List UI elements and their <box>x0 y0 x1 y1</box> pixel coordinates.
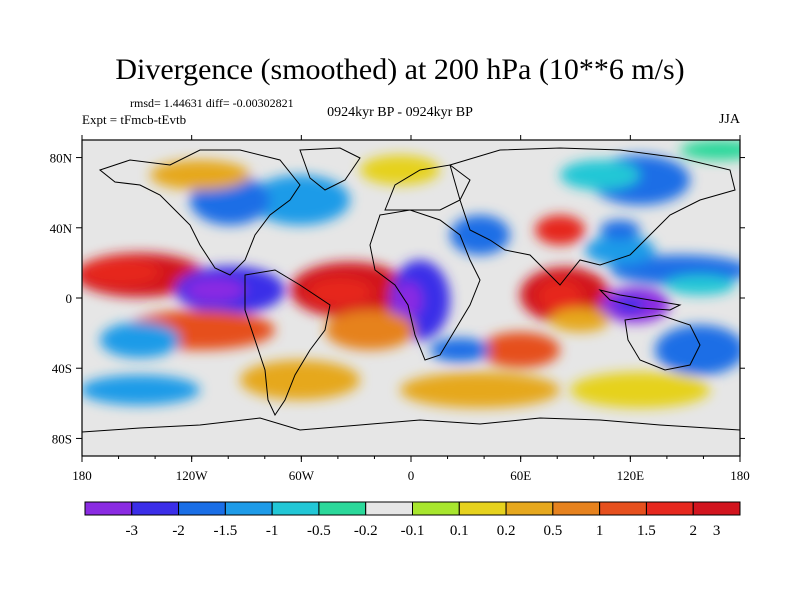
field-blob <box>680 140 740 160</box>
colorbar-label: -2 <box>172 523 185 539</box>
season-label: JJA <box>718 112 740 127</box>
field-blobs <box>82 140 740 408</box>
colorbar-box <box>271 501 320 516</box>
colorbar-box <box>458 501 507 516</box>
y-axis: 80N 40N 0 40S 80S <box>50 151 745 446</box>
period-label: 0924kyr BP - 0924kyr BP <box>327 105 473 120</box>
x-axis: 180 120W 60W 0 60E 120E 180 <box>72 135 750 483</box>
field-blob <box>250 175 350 225</box>
coastline-europe <box>384 164 471 211</box>
colorbar-box <box>84 501 133 516</box>
coastline-north-america <box>98 149 301 276</box>
y-tick-label: 40N <box>50 221 73 236</box>
field-blob <box>185 278 245 302</box>
field-blob <box>535 215 585 245</box>
field-blob <box>655 325 740 375</box>
field-blob <box>538 280 582 312</box>
colorbar-label: -0.1 <box>401 523 425 539</box>
field-blob <box>550 308 610 332</box>
x-tick-label: 180 <box>730 468 750 483</box>
experiment-label: Expt = tFmcb-tEvtb <box>82 112 187 127</box>
colorbar-label: 1 <box>596 523 604 539</box>
colorbar-label: -1.5 <box>213 523 237 539</box>
colorbar-box <box>412 501 460 516</box>
colorbar-label: 0.5 <box>543 523 562 539</box>
x-tick-label: 120E <box>617 468 645 483</box>
x-tick-label: 0 <box>408 468 415 483</box>
map-field <box>82 140 740 456</box>
colorbar-box <box>131 501 180 516</box>
figure-title: Divergence (smoothed) at 200 hPa (10**6 … <box>115 53 685 86</box>
field-blob <box>100 322 180 358</box>
coastline-south-america <box>244 269 331 417</box>
coastline-antarctica <box>82 417 740 433</box>
y-tick-label: 0 <box>66 291 73 306</box>
field-blob <box>394 282 422 318</box>
colorbar-box <box>692 501 741 516</box>
x-tick-label: 60W <box>289 468 315 483</box>
colorbar-label: -3 <box>126 523 139 539</box>
field-blob <box>665 275 735 295</box>
y-tick-label: 80S <box>52 431 72 446</box>
field-blob <box>585 235 655 265</box>
coastline-asia <box>449 147 736 286</box>
colorbar-box <box>645 501 694 516</box>
coastline-africa <box>369 209 481 361</box>
field-blob <box>82 375 200 405</box>
coastline-australia <box>624 314 701 371</box>
colorbar: -3 -2 -1.5 -1 -0.5 -0.2 -0.1 0.1 0.2 0.5 1 1.5 2 3 <box>84 501 741 539</box>
x-tick-label: 120W <box>176 468 209 483</box>
field-blob <box>430 338 490 362</box>
colorbar-box <box>365 501 414 516</box>
field-blob <box>400 372 560 408</box>
field-blob <box>600 220 640 240</box>
y-tick-label: 40S <box>52 361 72 376</box>
colorbar-box <box>318 501 367 516</box>
coastlines <box>82 147 740 433</box>
colorbar-label: 1.5 <box>637 523 656 539</box>
stats-line: rmsd= 1.44631 diff= -0.00302821 <box>130 96 294 110</box>
colorbar-label: 0.2 <box>497 523 516 539</box>
x-tick-label: 180 <box>72 468 92 483</box>
y-tick-label: 80N <box>50 151 73 166</box>
colorbar-label: -0.2 <box>354 523 378 539</box>
field-blob <box>308 278 372 306</box>
field-blob <box>570 372 710 408</box>
colorbar-box <box>224 501 273 516</box>
field-blob <box>325 310 415 350</box>
field-blob <box>150 160 250 190</box>
x-tick-label: 60E <box>510 468 531 483</box>
colorbar-box <box>505 501 554 516</box>
colorbar-label: 3 <box>713 523 721 539</box>
field-blob <box>480 332 560 368</box>
colorbar-label: -1 <box>266 523 279 539</box>
colorbar-label: 2 <box>689 523 697 539</box>
field-blob <box>240 360 360 400</box>
coastline-greenland <box>299 147 361 191</box>
coastline-indonesia <box>598 289 682 311</box>
colorbar-label: -0.5 <box>307 523 331 539</box>
colorbar-box <box>178 501 226 516</box>
colorbar-box <box>599 501 647 516</box>
colorbar-label: 0.1 <box>450 523 469 539</box>
colorbar-box <box>552 501 601 516</box>
field-blob <box>560 160 640 190</box>
field-blob <box>360 155 440 185</box>
field-blob <box>82 258 160 286</box>
